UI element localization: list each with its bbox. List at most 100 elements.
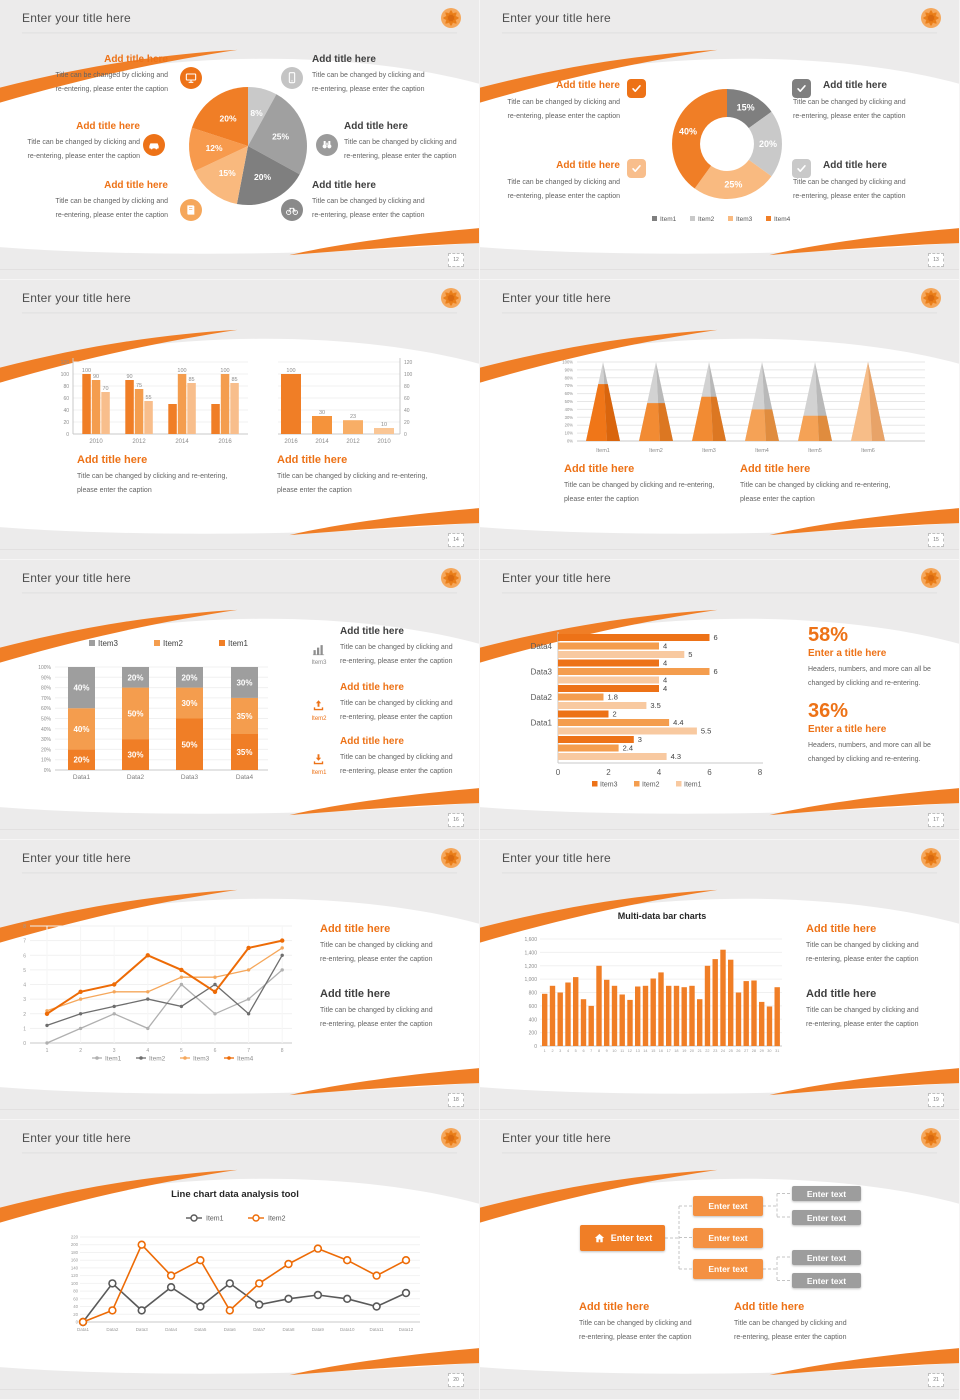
stat-title: Enter a title here [808,648,887,659]
slide-background [0,840,479,1119]
svg-text:15%: 15% [737,103,755,113]
callout-title: Add title here [312,54,376,65]
bicycle-icon [281,199,303,221]
svg-text:0: 0 [404,432,407,438]
svg-text:0: 0 [556,768,561,777]
svg-text:20: 20 [73,1312,78,1317]
callout-caption: Title can be changed by clicking and re-e… [340,700,453,721]
svg-text:80: 80 [404,384,410,390]
page-number: 14 [448,533,464,547]
page-number: 19 [928,1093,944,1107]
check-icon [627,159,646,178]
svg-text:5: 5 [688,650,692,659]
callout-caption: Title can be changed by clicking and re-e… [55,72,168,93]
svg-text:Data8: Data8 [282,1327,295,1332]
svg-text:31: 31 [775,1049,779,1053]
svg-text:0%: 0% [44,768,52,774]
callout-caption: Title can be changed by clicking and re-e… [312,72,425,93]
slide-title: Enter your title here [22,851,131,865]
logo-icon [439,1126,463,1150]
svg-text:Item4: Item4 [237,1056,254,1063]
callout-caption: Title can be changed by clicking and re-e… [340,644,453,665]
slide-13[interactable]: 15% 20% 25% 40% Item1 Item2 Item3 Item4 Add tit… [480,0,960,280]
svg-text:12%: 12% [206,143,223,153]
slide-title: Enter your title here [502,851,611,865]
svg-text:85: 85 [188,377,194,383]
org-connectors [480,1120,959,1399]
slide-19[interactable]: Multi-data bar charts 0 200 400 600 800 1,000 1… [480,840,960,1120]
svg-text:3: 3 [113,1048,116,1054]
callout-caption: Title can be changed by clicking and re-e… [579,1320,692,1341]
svg-text:5.5: 5.5 [701,727,711,736]
svg-text:55: 55 [145,395,151,401]
svg-text:60%: 60% [41,706,52,712]
callout: Add title here Title can be changed by c… [579,1301,744,1345]
svg-text:30%: 30% [127,751,143,760]
logo-icon [439,6,463,30]
slide-16[interactable]: 0% 10% 20% 30% 40% 50% 60% 70% 80% 90% 100% Item3 It… [0,560,480,840]
callout-caption: Title can be changed by clicking and re-… [740,482,891,503]
svg-text:100: 100 [220,368,229,374]
svg-text:Item2: Item2 [698,216,715,223]
svg-text:80: 80 [73,1289,78,1294]
svg-text:200: 200 [529,1031,538,1037]
svg-text:5: 5 [23,968,26,974]
svg-text:1,600: 1,600 [524,937,537,943]
page-number: 16 [448,813,464,827]
svg-text:100: 100 [61,372,70,378]
stat-number: 36% [808,700,849,722]
slide-14[interactable]: 0 20 40 60 80 100 120 2010 100 90 70 2012 90 75 55 2014… [0,280,480,560]
callout-caption: Title can be changed by clicking and re-e… [27,139,140,160]
slide-17-content: Data4 6 4 5 Data3 4 6 4 Data2 4 1.8 3.5 Data1 2 4.4 5.5… [480,560,959,839]
svg-text:Item1: Item1 [105,1056,122,1063]
svg-text:2014: 2014 [315,439,329,445]
slide-17[interactable]: Data4 6 4 5 Data3 4 6 4 Data2 4 1.8 3.5 Data1 2 4.4 5.5… [480,560,960,840]
svg-text:3: 3 [559,1049,561,1053]
binoculars-icon [316,134,338,156]
slide-21[interactable]: Enter text Enter text Enter text Enter t… [480,1120,960,1400]
slide-21-content: Enter text Enter text Enter text Enter t… [480,1120,959,1399]
callout-title: Add title here [320,923,391,935]
svg-text:35%: 35% [236,748,252,757]
callout-caption: Title can be changed by clicking and re-e… [312,198,425,219]
svg-text:1: 1 [46,1048,49,1054]
svg-text:0%: 0% [567,439,573,444]
svg-text:2: 2 [613,710,617,719]
svg-text:120: 120 [404,360,413,366]
svg-text:Item3: Item3 [736,216,753,223]
slide-20[interactable]: Line chart data analysis tool 0 20 40 60 80 10… [0,1120,480,1400]
svg-text:25%: 25% [724,180,742,190]
svg-text:1,400: 1,400 [524,950,537,956]
svg-text:8: 8 [758,768,763,777]
slide-18[interactable]: 0 1 2 3 4 5 6 7 8 1 2 3 4 5 6 7 8 Item1 Item2 Item3 Item4 Ad… [0,840,480,1120]
callout-title: Add title here [564,463,635,475]
callout-title: Add title here [344,121,408,132]
stacked-bar-chart: 0% 10% 20% 30% 40% 50% 60% 70% 80% 90% 100% Item3 It… [0,560,479,839]
svg-text:9: 9 [606,1049,608,1053]
callout: Add title here Title can be changed by c… [340,736,479,779]
svg-text:80%: 80% [565,375,574,380]
svg-text:Data1: Data1 [73,774,91,781]
svg-text:40: 40 [73,1304,78,1309]
svg-text:1,000: 1,000 [524,977,537,983]
horizontal-bar-chart: Data4 6 4 5 Data3 4 6 4 Data2 4 1.8 3.5 Data1 2 4.4 5.5… [480,560,959,839]
callout: Add title here Title can be changed by c… [806,923,958,967]
svg-text:Item3: Item3 [702,448,716,454]
slide-18-content: 0 1 2 3 4 5 6 7 8 1 2 3 4 5 6 7 8 Item1 Item2 Item3 Item4 Ad… [0,840,479,1119]
callout-caption: Title can be changed by clicking and re-e… [793,99,906,120]
svg-text:Item1: Item1 [684,782,702,789]
svg-text:Line chart data analysis tool: Line chart data analysis tool [171,1189,299,1200]
org-mid-node: Enter text [693,1259,763,1279]
svg-text:100%: 100% [38,665,51,671]
slide-title: Enter your title here [22,571,131,585]
svg-text:Data2: Data2 [531,693,553,702]
callout: Add title here Title can be changed by c… [564,463,749,507]
svg-text:4: 4 [663,659,667,668]
slide-12[interactable]: 8% 25% 20% 15% 12% 20% Add title here Title c… [0,0,480,280]
callout-caption: Title can be changed by clicking and re-e… [734,1320,847,1341]
svg-text:Data2: Data2 [127,774,145,781]
slide-15[interactable]: 0% 10% 20% 30% 40% 50% 60% 70% 80% 90% 100% Item1 It… [480,280,960,560]
logo-icon [439,566,463,590]
svg-text:4: 4 [663,676,667,685]
svg-text:24: 24 [721,1049,725,1053]
